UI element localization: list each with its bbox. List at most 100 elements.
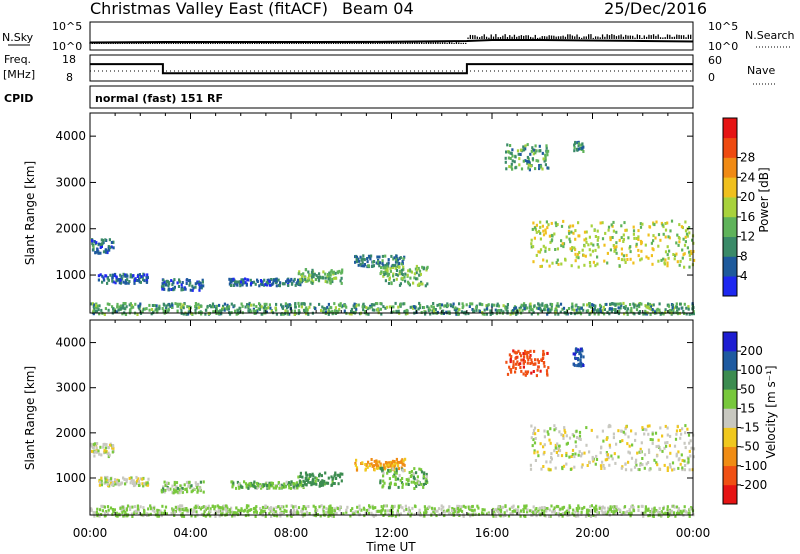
scatter-cell [274, 510, 277, 514]
scatter-cell [623, 505, 627, 509]
scatter-cell [192, 286, 195, 290]
scatter-cell [537, 250, 540, 254]
scatter-cell [180, 489, 183, 493]
scatter-cell [594, 248, 597, 252]
scatter-cell [141, 477, 144, 481]
scatter-cell [272, 508, 275, 512]
scatter-cell [259, 507, 262, 510]
scatter-cell [248, 301, 251, 305]
scatter-cell [339, 472, 342, 476]
scatter-cell [206, 304, 209, 308]
scatter-cell [651, 262, 654, 266]
scatter-cell [409, 305, 412, 309]
scatter-cell [92, 310, 95, 314]
scatter-cell [146, 512, 149, 516]
scatter-cell [556, 302, 559, 306]
time-axis-ticks: 00:00 04:00 08:00 12:00 16:00 20:00 00:00 [73, 526, 711, 540]
scatter-cell [332, 270, 335, 274]
scatter-cell [278, 486, 281, 490]
scatter-cell [341, 268, 344, 272]
scatter-cell [581, 248, 584, 252]
scatter-cell [131, 505, 134, 509]
scatter-cell [589, 515, 592, 518]
scatter-cell [559, 302, 563, 306]
scatter-cell [613, 302, 616, 306]
scatter-cell [581, 452, 584, 456]
scatter-cell [537, 454, 540, 458]
scatter-cell [341, 472, 344, 476]
scatter-cell [574, 510, 577, 514]
scatter-cell [283, 482, 286, 486]
scatter-cell [343, 309, 346, 313]
scatter-cell [666, 508, 669, 512]
scatter-cell [580, 143, 583, 147]
scatter-cell [662, 312, 665, 316]
scatter-cell [215, 309, 218, 313]
scatter-cell [671, 504, 674, 508]
scatter-cell [231, 510, 234, 514]
scatter-cell [231, 485, 234, 489]
colorbar-segment [723, 118, 737, 139]
scatter-cell [549, 468, 552, 472]
scatter-cell [100, 479, 103, 483]
scatter-cell [138, 280, 141, 284]
colorbar-tick-label: -100 [740, 459, 767, 473]
cpid-label: CPID [4, 92, 33, 105]
scatter-cell [634, 432, 637, 436]
scatter-cell [536, 358, 539, 362]
scatter-cell [538, 506, 542, 510]
scatter-cell [615, 442, 618, 446]
scatter-cell [574, 514, 577, 518]
scatter-cell [198, 505, 201, 509]
scatter-cell [672, 306, 675, 310]
scatter-cell [561, 514, 564, 518]
y-tick-label: 1000 [55, 471, 86, 485]
scatter-cell [529, 467, 533, 471]
scatter-cell [667, 304, 671, 308]
scatter-cell [524, 304, 527, 308]
scatter-cell [290, 483, 293, 486]
scatter-cell [267, 281, 270, 285]
scatter-cell [544, 231, 547, 235]
scatter-cell [397, 265, 400, 269]
scatter-cell [204, 308, 208, 312]
scatter-cell [384, 306, 387, 310]
scatter-cell [262, 306, 265, 310]
scatter-cell [250, 508, 253, 512]
scatter-cell [239, 284, 242, 288]
scatter-cell [121, 277, 124, 281]
scatter-cell [397, 464, 400, 467]
scatter-cell [256, 278, 259, 282]
scatter-cell [569, 467, 572, 471]
scatter-cell [576, 509, 579, 513]
scatter-cell [582, 303, 585, 307]
scatter-cell [569, 240, 572, 244]
scatter-cell [526, 155, 529, 159]
scatter-cell [292, 508, 295, 512]
scatter-cell [219, 509, 222, 513]
scatter-cell [238, 306, 241, 310]
scatter-cell [388, 469, 392, 472]
scatter-cell [522, 365, 525, 369]
scatter-cell [124, 302, 127, 305]
scatter-cell [252, 303, 255, 307]
scatter-cell [379, 302, 382, 305]
scatter-cell [543, 308, 546, 312]
scatter-cell [182, 312, 185, 316]
scatter-cell [263, 283, 266, 287]
scatter-cell [237, 508, 240, 512]
scatter-cell [382, 463, 385, 467]
scatter-cell [572, 352, 575, 356]
scatter-cell [141, 309, 144, 313]
scatter-cell [179, 504, 182, 508]
scatter-cell [635, 237, 638, 240]
scatter-cell [533, 441, 537, 445]
nsearch-label: N.Search [745, 29, 795, 42]
scatter-cell [672, 309, 675, 313]
scatter-cell [370, 303, 373, 307]
scatter-cell [423, 514, 426, 518]
scatter-cell [475, 305, 478, 309]
scatter-cell [171, 306, 174, 309]
scatter-cell [652, 248, 655, 252]
scatter-cell [527, 358, 530, 362]
